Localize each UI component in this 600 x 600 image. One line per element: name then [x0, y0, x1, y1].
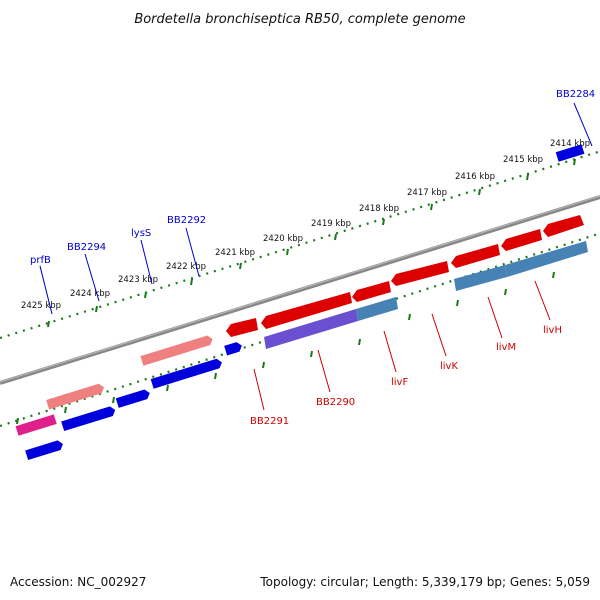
gene-arrow: [501, 229, 542, 251]
gene-arrow: [115, 389, 150, 408]
scale-label-2415: 2415 kbp: [503, 155, 543, 165]
inner-major-ticks: [16, 271, 555, 425]
gene-arrow: [543, 215, 584, 237]
gene-arrow: [46, 383, 105, 410]
gene-label-BB2292[interactable]: BB2292: [167, 215, 206, 226]
forward-strand: [15, 144, 585, 461]
scale-label-2421: 2421 kbp: [215, 248, 255, 258]
top-leaders: [39, 102, 593, 315]
gene-arrow: [454, 265, 507, 291]
scale-label-2416: 2416 kbp: [455, 172, 495, 182]
major-ticks: [47, 158, 576, 328]
gene-arrow: [261, 292, 352, 329]
scale-label-2417: 2417 kbp: [407, 188, 447, 198]
gene-label-livK[interactable]: livK: [440, 361, 458, 372]
gene-label-BB2290[interactable]: BB2290: [316, 397, 355, 408]
reverse-strand: [226, 215, 588, 349]
scale-label-2422: 2422 kbp: [166, 262, 206, 272]
scale-label-2419: 2419 kbp: [311, 219, 351, 229]
top-gene-labels: prfB BB2294 lysS BB2292 BB2284: [30, 89, 595, 266]
gene-arrow: [451, 244, 500, 268]
scale-label-2418: 2418 kbp: [359, 204, 399, 214]
gene-arrow: [264, 309, 358, 349]
gene-label-livH[interactable]: livH: [543, 325, 562, 336]
gene-arrow: [505, 241, 588, 277]
bottom-leaders: [253, 280, 551, 411]
gene-arrow: [391, 261, 449, 286]
scale-label-2424: 2424 kbp: [70, 289, 110, 299]
bottom-gene-labels: BB2291 BB2290 livF livK livM livH: [250, 325, 562, 427]
inner-tick-track: [0, 232, 599, 428]
scale-label-2414: 2414 kbp: [550, 139, 590, 149]
accession-text: Accession: NC_002927: [10, 575, 146, 589]
gene-arrow: [25, 440, 63, 461]
genome-backbone-highlight: [0, 195, 600, 383]
gene-arrow: [61, 406, 116, 432]
scale-labels: 2425 kbp 2424 kbp 2423 kbp 2422 kbp 2421…: [21, 139, 590, 311]
genome-summary-text: Topology: circular; Length: 5,339,179 bp…: [259, 575, 590, 589]
gene-label-livM[interactable]: livM: [496, 342, 516, 353]
genome-backbone: [0, 195, 600, 385]
gene-arrow: [15, 414, 57, 436]
scale-label-2420: 2420 kbp: [263, 234, 303, 244]
gene-arrow: [224, 342, 242, 356]
gene-arrow: [352, 281, 391, 302]
outer-tick-track: [0, 150, 599, 340]
gene-label-BB2284[interactable]: BB2284: [556, 89, 595, 100]
gene-label-lysS[interactable]: lysS: [131, 228, 151, 239]
gene-label-prfB[interactable]: prfB: [30, 255, 51, 266]
gene-arrow: [140, 335, 213, 366]
gene-label-BB2294[interactable]: BB2294: [67, 242, 106, 253]
gene-arrow: [555, 144, 585, 162]
gene-label-BB2291[interactable]: BB2291: [250, 416, 289, 427]
gene-arrow: [356, 297, 398, 321]
scale-label-2423: 2423 kbp: [118, 275, 158, 285]
gene-label-livF[interactable]: livF: [391, 377, 408, 388]
gene-arrow: [150, 358, 222, 389]
map-title: Bordetella bronchiseptica RB50, complete…: [134, 12, 465, 27]
gene-arrow: [226, 318, 258, 337]
scale-label-2425: 2425 kbp: [21, 301, 61, 311]
